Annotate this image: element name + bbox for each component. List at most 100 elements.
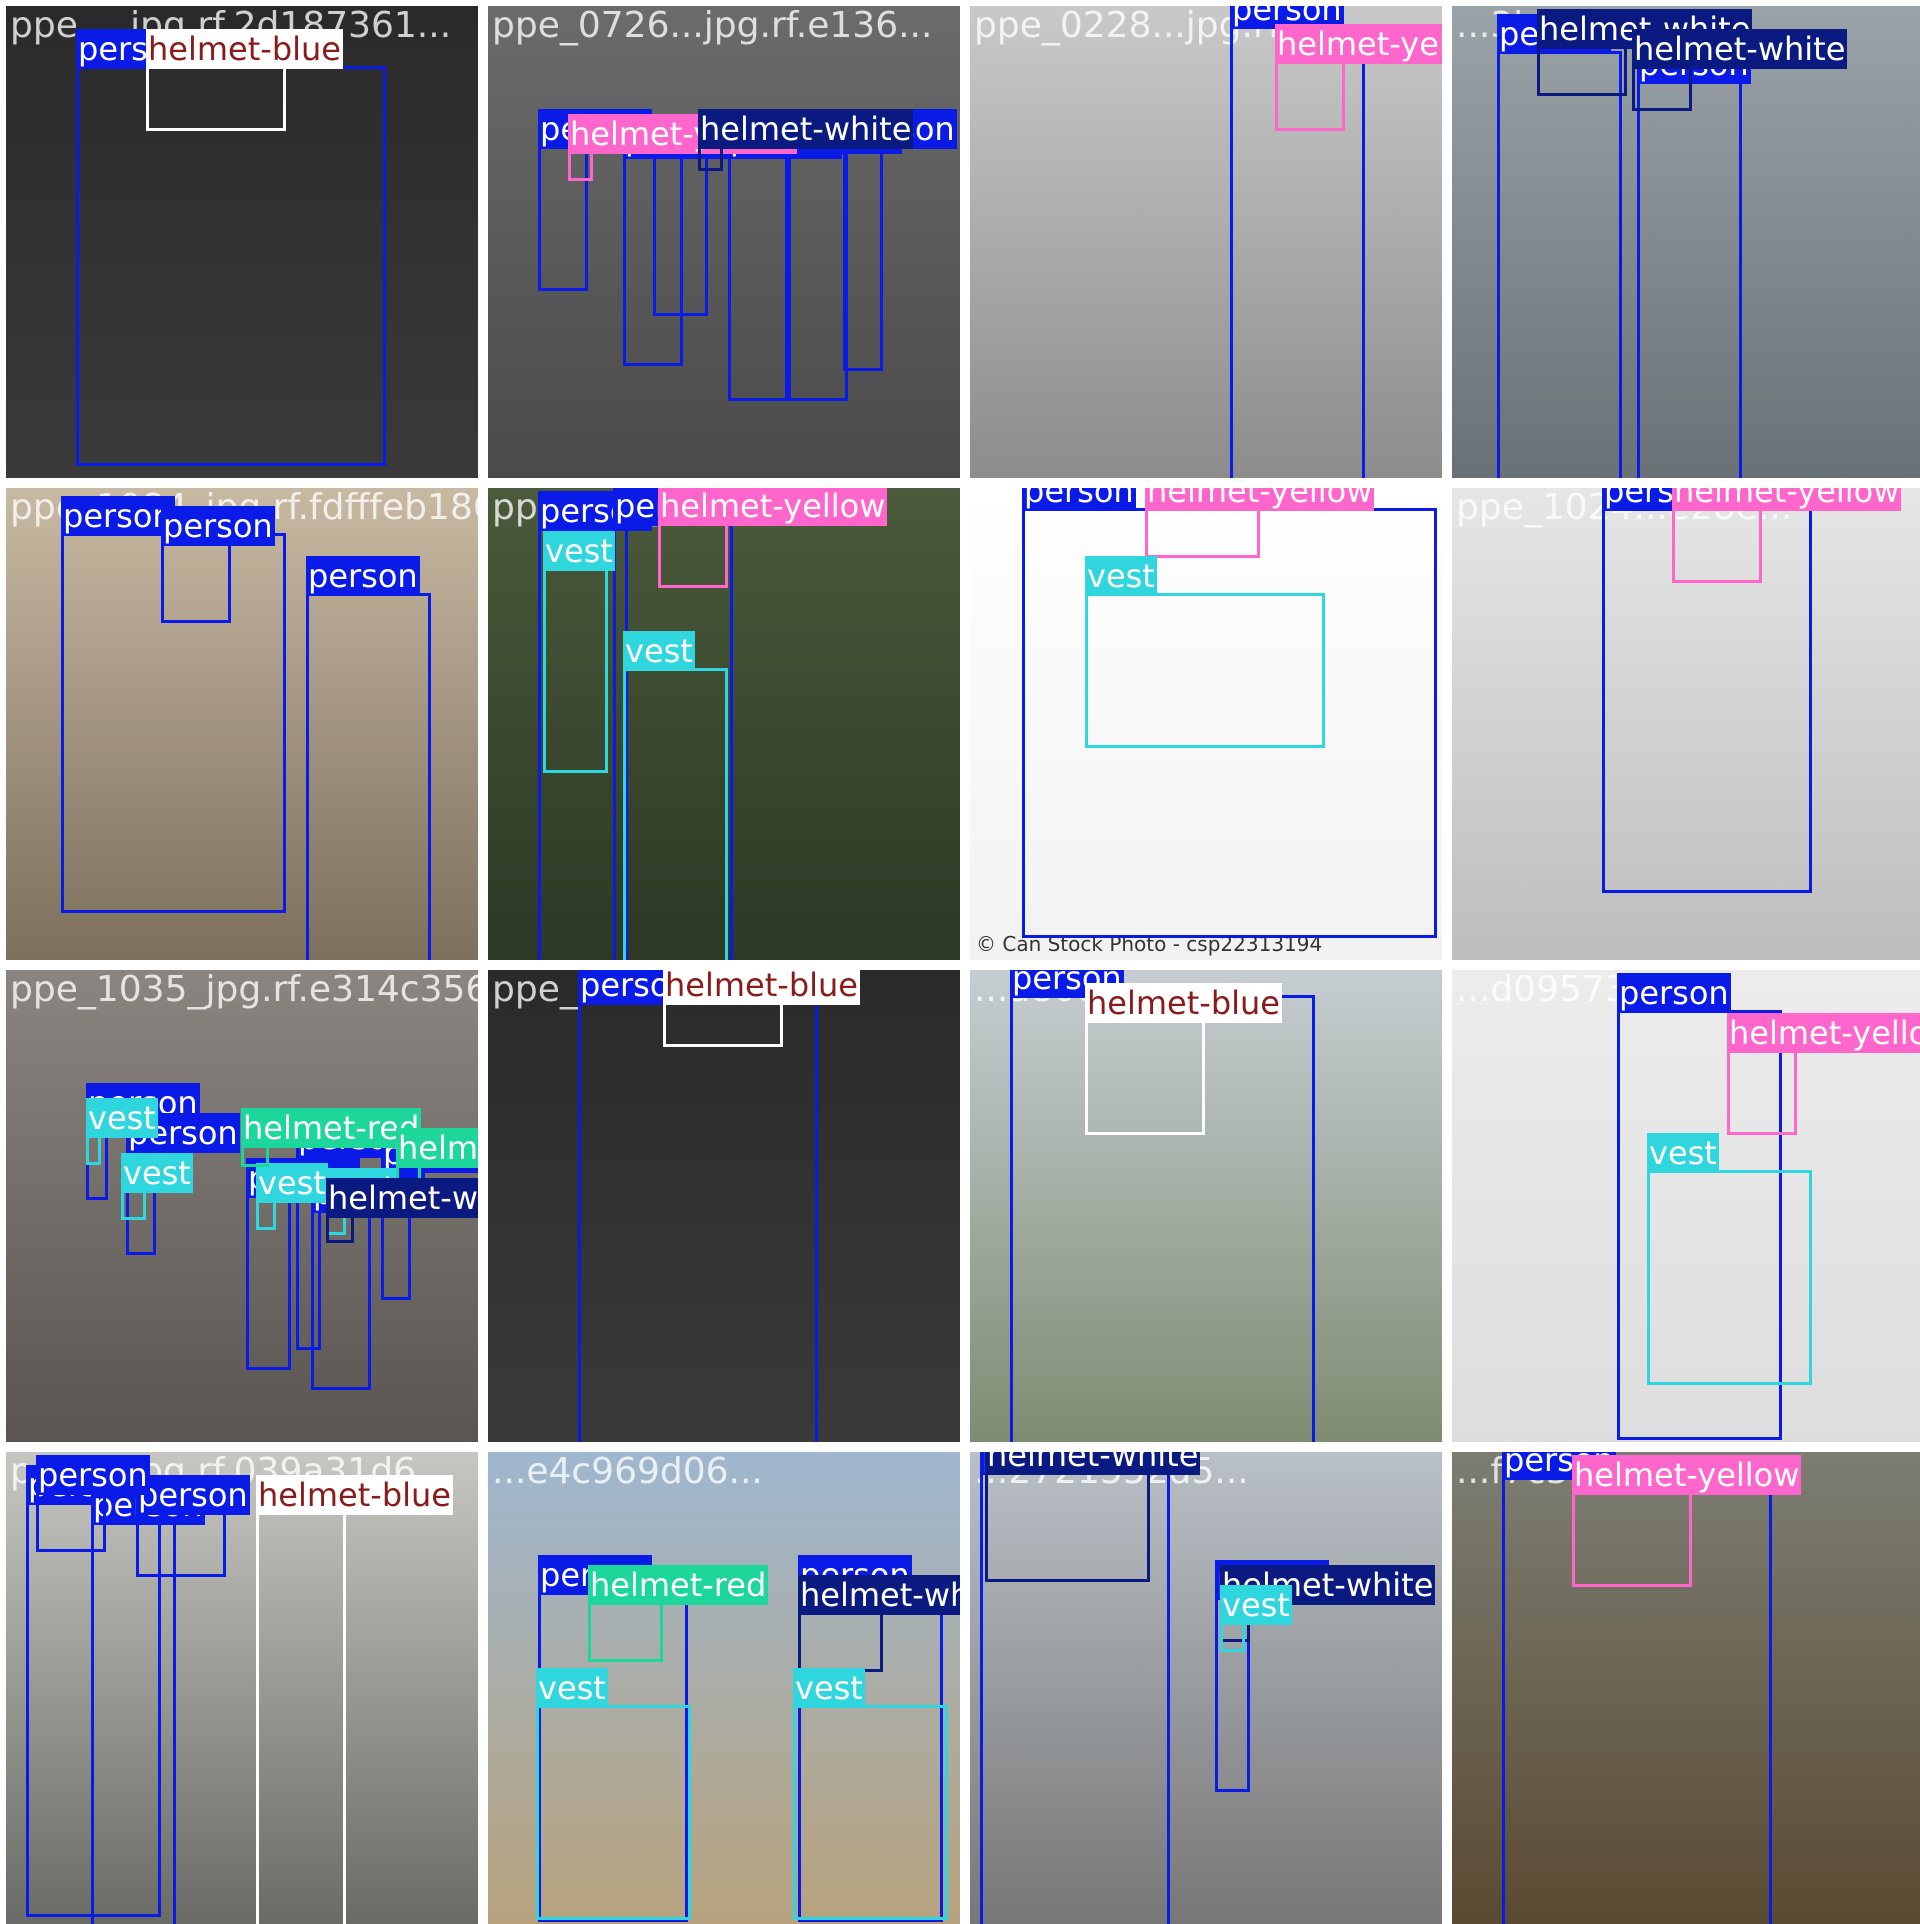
vest-bounding-box: vest — [256, 1163, 328, 1230]
helmet-yellow-label: helmet-yellow — [658, 488, 888, 526]
person-bounding-box: person — [36, 1455, 150, 1552]
helmet-white-label: helmet-white — [798, 1575, 960, 1615]
tile-photo — [970, 970, 1442, 1442]
person-label: person — [161, 506, 275, 546]
vest-label: vest — [1220, 1585, 1292, 1625]
vest-bounding-box: vest — [623, 631, 728, 960]
helmet-blue-label: helmet-blue — [146, 29, 343, 69]
tile-photo — [1452, 1452, 1920, 1924]
helmet-red-label: helmet-red — [588, 1565, 769, 1605]
vest-label: vest — [536, 1668, 608, 1708]
vest-bounding-box: vest — [536, 1668, 691, 1920]
vest-label: vest — [1085, 556, 1157, 596]
helmet-white-bounding-box: helmet-white — [1537, 9, 1753, 96]
helmet-white-bounding-box: helmet-white — [798, 1575, 960, 1672]
helmet-yellow-bounding-box: helmet-yellow — [1145, 488, 1375, 558]
vest-label: vest — [1647, 1133, 1719, 1173]
helmet-white-label: helmet-white — [985, 1452, 1201, 1475]
helmet-white-bounding-box: helmet-white — [698, 109, 914, 171]
helmet-white-label: helmet-white — [698, 109, 914, 149]
tile-photo — [970, 1452, 1442, 1924]
image-tile: ppe_...jpg.rf.039a31d6...personpersonper… — [6, 1452, 478, 1924]
person-bounding-box: person — [728, 119, 842, 401]
image-tile: ...f7c3b1apersonhelmet-yellow — [1452, 1452, 1920, 1924]
image-tile: ppe_1084_jpg.rf.fdfffeb186ee...personper… — [6, 488, 478, 960]
person-bounding-box: person — [161, 506, 275, 623]
helmet-yellow-label: helmet-yellow — [1727, 1013, 1920, 1053]
image-tile: ppe_...jpg.rf...personpersonhelmet-yello… — [488, 488, 960, 960]
helmet-blue-bounding-box: helmet-blue — [1085, 983, 1282, 1135]
person-bounding-box: person — [306, 556, 431, 960]
vest-bounding-box: vest — [121, 1153, 193, 1220]
person-bounding-box: person — [653, 114, 767, 316]
helmet-yellow-label: helmet-yellow — [1572, 1455, 1802, 1495]
helmet-yellow-bounding-box: helmet-yellow — [1275, 24, 1442, 131]
helmet-blue-label: helmet-blue — [256, 1475, 453, 1515]
image-tile: ppe_0726...jpg.rf.e136...personpersonper… — [488, 6, 960, 478]
image-tile: ...3bbf176e1...personpersonhelmet-whiteh… — [1452, 6, 1920, 478]
vest-label: vest — [121, 1153, 193, 1193]
person-bounding-box: person — [788, 114, 902, 401]
helmet-red-label: helmet-red — [396, 1128, 478, 1168]
helmet-white-bounding-box: helmet-white — [326, 1178, 478, 1243]
tile-photo — [6, 6, 478, 478]
helmet-blue-bounding-box: helmet-blue — [256, 1475, 453, 1924]
person-bounding-box: person — [61, 496, 286, 913]
person-label: person — [136, 1475, 250, 1515]
image-tile: © Can Stock Photo - csp22313194...df804b… — [970, 488, 1442, 960]
person-bounding-box: person — [1617, 973, 1782, 1440]
tile-photo — [6, 1452, 478, 1924]
tile-photo — [970, 488, 1442, 960]
person-bounding-box: person — [1602, 488, 1812, 893]
tile-photo — [488, 970, 960, 1442]
vest-label: vest — [623, 631, 695, 671]
image-tile: ppe_1035_jpg.rf.e314c356...personpersonp… — [6, 970, 478, 1442]
helmet-white-bounding-box: helmet-white — [985, 1452, 1201, 1582]
helmet-yellow-label: helmet-yellow — [1275, 24, 1442, 64]
image-tile: ppe_...jpg.rf.2d187361... person helmet-bl… — [6, 6, 478, 478]
vest-label: vest — [543, 531, 615, 571]
helmet-yellow-bounding-box: helmet-yellow — [1572, 1455, 1802, 1587]
vest-label: vest — [793, 1668, 865, 1708]
helmet-white-bounding-box: helmet-white — [1632, 29, 1848, 111]
helmet-yellow-bounding-box: helmet-yellow — [658, 488, 888, 588]
person-bounding-box: person — [843, 109, 957, 371]
helmet-blue-label: helmet-blue — [1085, 983, 1282, 1023]
helmet-blue-label: helmet-blue — [663, 970, 860, 1005]
helmet-yellow-bounding-box: helmet-yellow — [1727, 1013, 1920, 1135]
helmet-yellow-bounding-box: helmet-yellow — [1672, 488, 1902, 583]
helmet-red-bounding-box: helmet-red — [588, 1565, 769, 1662]
person-bounding-box: person — [1497, 14, 1622, 478]
tile-photo — [1452, 6, 1920, 478]
person-label: person — [61, 496, 175, 536]
tile-photo — [1452, 488, 1920, 960]
vest-label: vest — [86, 1098, 158, 1138]
vest-label: vest — [256, 1163, 328, 1203]
image-tile: ...e4c969d06...personpersonhelmet-redhel… — [488, 1452, 960, 1924]
vest-bounding-box: vest — [1647, 1133, 1812, 1385]
person-label: person — [1022, 488, 1136, 511]
person-bounding-box: person — [91, 1485, 205, 1924]
person-label: person — [306, 556, 420, 596]
tile-photo — [970, 6, 1442, 478]
helmet-yellow-bounding-box: helmet-yellow — [568, 114, 798, 181]
helmet-red-bounding-box: helmet-red — [241, 1108, 422, 1167]
vest-bounding-box: vest — [1085, 556, 1325, 748]
tile-filename: ppe_0726...jpg.rf.e136... — [492, 6, 933, 46]
tile-filename: ppe_1035_jpg.rf.e314c356... — [10, 970, 478, 1010]
person-bounding-box: person — [1637, 44, 1751, 478]
helmet-blue-bounding-box: helmet-blue — [663, 970, 860, 1047]
helmet-blue-bounding-box: helmet-blue — [146, 29, 343, 131]
person-bounding-box: person — [136, 1475, 250, 1577]
vest-bounding-box: vest — [543, 531, 615, 773]
helmet-white-label: helmet-white — [326, 1178, 478, 1218]
helmet-white-label: helmet-white — [1632, 29, 1848, 69]
helmet-yellow-label: helmet-yellow — [1672, 488, 1902, 511]
person-label: person — [1617, 973, 1731, 1013]
person-bounding-box: person — [578, 970, 818, 1442]
